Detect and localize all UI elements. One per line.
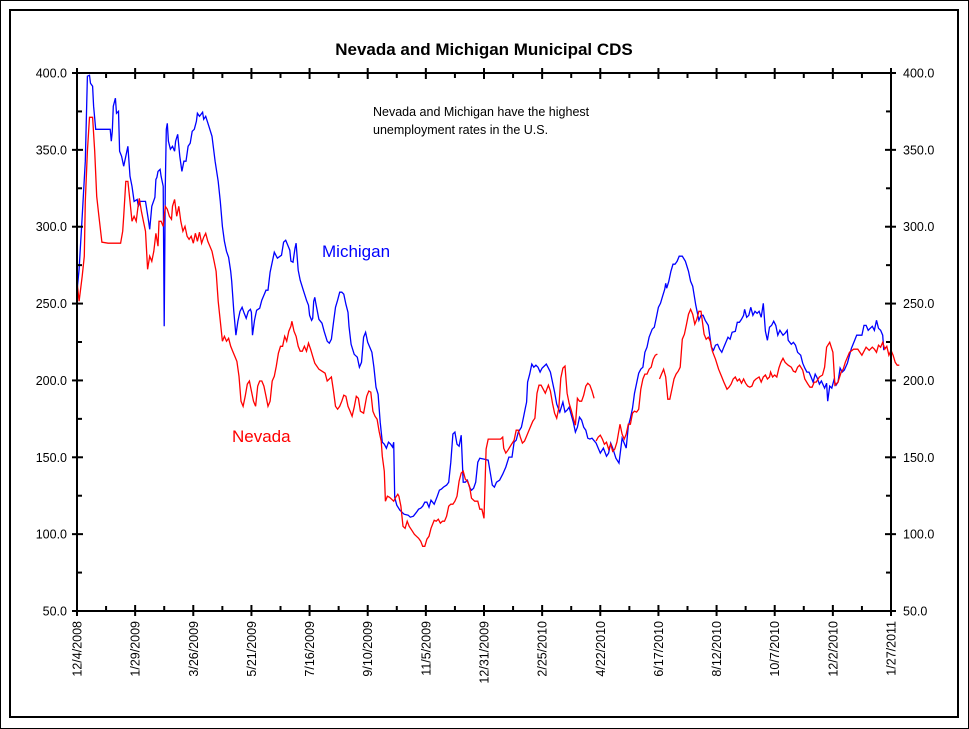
y-tick-label-right: 300.0 [903,220,934,234]
series-line-nevada-segment-0 [76,116,595,547]
x-tick-label: 6/17/2010 [652,621,666,677]
y-axis-left-labels: 400.0 350.0 300.0 250.0 200.0 150.0 100.0 50.0 [36,67,67,619]
chart-title: Nevada and Michigan Municipal CDS [335,40,633,59]
x-tick-label: 2/25/2010 [536,621,550,677]
x-tick-label: 4/22/2010 [594,621,608,677]
x-axis-labels: 12/4/2008 1/29/2009 3/26/2009 5/21/2009 7/16… [71,621,899,684]
y-tick-label-left: 250.0 [36,297,67,311]
y-tick-label-left: 300.0 [36,220,67,234]
y-tick-label-right: 350.0 [903,143,934,157]
x-tick-label: 1/29/2009 [129,621,143,677]
y-tick-label-left: 100.0 [36,528,67,542]
y-axis-right-labels: 400.0 350.0 300.0 250.0 200.0 150.0 100.0 50.0 [903,67,934,619]
y-tick-label-right: 400.0 [903,67,934,81]
y-tick-label-left: 350.0 [36,143,67,157]
x-tick-label: 3/26/2009 [187,621,201,677]
annotation-line-1: Nevada and Michigan have the highest [373,105,590,119]
y-tick-label-right: 100.0 [903,528,934,542]
series-line-michigan-segment-0 [76,74,887,518]
series-label-nevada: Nevada [232,427,291,446]
axes [72,68,896,616]
y-tick-label-left: 200.0 [36,374,67,388]
x-tick-label: 12/31/2009 [478,621,492,684]
x-tick-label: 8/12/2010 [710,621,724,677]
x-tick-label: 11/5/2009 [419,621,433,676]
y-tick-label-left: 400.0 [36,67,67,81]
y-tick-label-right: 50.0 [903,605,927,619]
x-tick-label: 10/7/2010 [768,621,782,677]
x-tick-label: 1/27/2011 [885,621,899,676]
y-tick-label-right: 150.0 [903,451,934,465]
x-tick-label: 12/2/2010 [826,621,840,677]
x-tick-label: 7/16/2009 [303,621,317,677]
plot-lines [76,74,900,547]
x-tick-label: 12/4/2008 [71,621,85,677]
y-tick-label-left: 50.0 [43,605,67,619]
series-line-nevada-segment-2 [658,307,900,400]
x-tick-label: 5/21/2009 [245,621,259,677]
y-tick-label-left: 150.0 [36,451,67,465]
y-tick-label-right: 250.0 [903,297,934,311]
annotation-line-2: unemployment rates in the U.S. [373,123,548,137]
series-line-nevada-segment-1 [595,353,658,453]
chart-inner-frame [9,9,959,718]
series-label-michigan: Michigan [322,242,390,261]
y-tick-label-right: 200.0 [903,374,934,388]
x-tick-label: 9/10/2009 [361,621,375,677]
